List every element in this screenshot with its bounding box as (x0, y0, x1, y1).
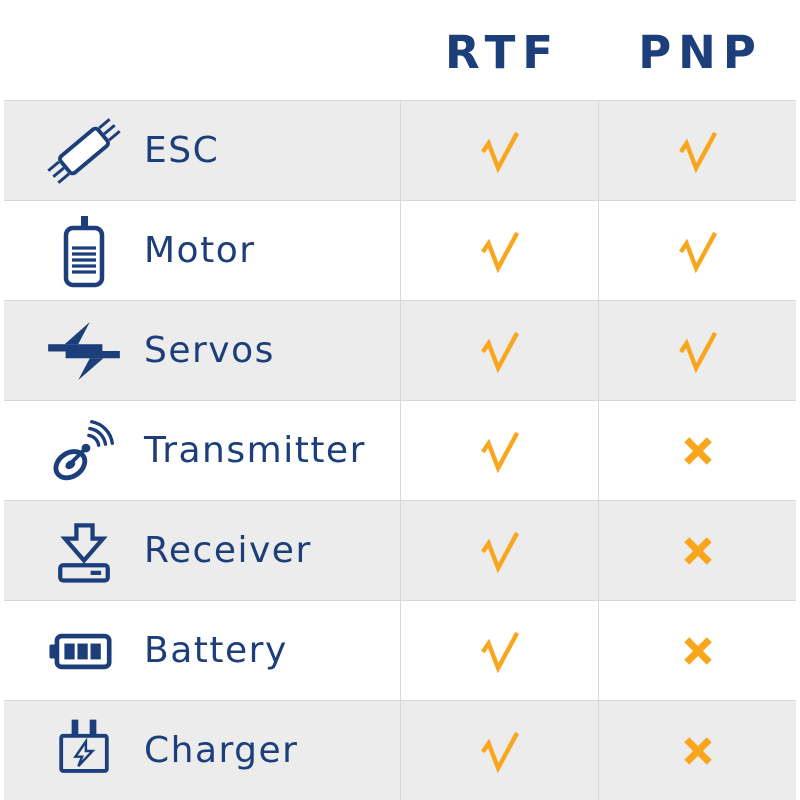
row-label: Transmitter (144, 430, 366, 471)
rtf-mark-cell (400, 701, 598, 800)
pnp-mark-cell (598, 301, 796, 400)
rtf-mark-cell (400, 401, 598, 500)
row-label: Charger (144, 730, 299, 771)
label-cell: Charger (4, 701, 400, 800)
check-icon (480, 231, 519, 273)
row-label: ESC (144, 130, 220, 171)
check-icon (480, 431, 519, 473)
cross-icon (683, 636, 712, 665)
label-cell: ESC (4, 101, 400, 200)
check-icon (480, 131, 519, 173)
check-icon (480, 331, 519, 373)
receiver-icon (32, 513, 136, 589)
cross-icon (683, 736, 712, 765)
check-icon (678, 331, 717, 373)
row-label: Motor (144, 230, 256, 271)
check-icon (678, 231, 717, 273)
cross-icon (683, 536, 712, 565)
table-row-esc: ESC (4, 100, 796, 200)
table-row-receiver: Receiver (4, 500, 796, 600)
transmitter-icon (32, 412, 136, 490)
label-cell: Servos (4, 301, 400, 400)
battery-icon (32, 612, 136, 690)
column-header-rtf: RTF (444, 25, 561, 79)
row-label: Receiver (144, 530, 312, 571)
pnp-mark-cell (598, 201, 796, 300)
rtf-mark-cell (400, 201, 598, 300)
charger-icon (32, 712, 136, 790)
label-cell: Transmitter (4, 401, 400, 500)
table-row-charger: Charger (4, 700, 796, 800)
esc-icon (32, 108, 136, 194)
rtf-mark-cell (400, 601, 598, 700)
cross-icon (683, 436, 712, 465)
pnp-mark-cell (598, 701, 796, 800)
rtf-mark-cell (400, 101, 598, 200)
table-row-motor: Motor (4, 200, 796, 300)
servo-icon (32, 320, 136, 382)
check-icon (480, 731, 519, 773)
rtf-mark-cell (400, 501, 598, 600)
pnp-mark-cell (598, 501, 796, 600)
table-row-servos: Servos (4, 300, 796, 400)
row-label: Battery (144, 630, 288, 671)
check-icon (480, 531, 519, 573)
table-row-battery: Battery (4, 600, 796, 700)
pnp-mark-cell (598, 101, 796, 200)
row-label: Servos (144, 330, 275, 371)
pnp-mark-cell (598, 601, 796, 700)
label-cell: Battery (4, 601, 400, 700)
rtf-mark-cell (400, 301, 598, 400)
check-icon (678, 131, 717, 173)
table-row-transmitter: Transmitter (4, 400, 796, 500)
check-icon (480, 631, 519, 673)
table-header: RTF PNP (0, 0, 800, 100)
label-cell: Motor (4, 201, 400, 300)
label-cell: Receiver (4, 501, 400, 600)
motor-icon (32, 211, 136, 291)
column-header-pnp: PNP (638, 25, 763, 79)
pnp-mark-cell (598, 401, 796, 500)
